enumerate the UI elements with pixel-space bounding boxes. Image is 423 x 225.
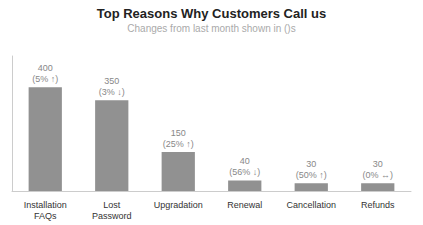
svg-text:Installation: Installation <box>24 200 67 210</box>
svg-text:Cancellation: Cancellation <box>286 200 336 210</box>
svg-text:40: 40 <box>240 156 250 166</box>
svg-text:(3% ↓): (3% ↓) <box>99 87 125 97</box>
svg-text:Password: Password <box>92 211 132 221</box>
svg-text:Lost: Lost <box>103 200 121 210</box>
svg-text:30: 30 <box>373 159 383 169</box>
svg-text:(25% ↑): (25% ↑) <box>163 139 194 149</box>
svg-text:(5% ↑): (5% ↑) <box>32 74 58 84</box>
svg-text:Renewal: Renewal <box>227 200 262 210</box>
svg-text:FAQs: FAQs <box>34 211 57 221</box>
svg-text:Changes from last month shown: Changes from last month shown in ()s <box>127 23 295 34</box>
svg-text:350: 350 <box>104 76 119 86</box>
svg-text:30: 30 <box>306 159 316 169</box>
svg-text:Refunds: Refunds <box>361 200 395 210</box>
svg-text:(56% ↓): (56% ↓) <box>229 167 260 177</box>
svg-text:150: 150 <box>171 128 186 138</box>
svg-text:Upgradation: Upgradation <box>154 200 203 210</box>
svg-text:(50% ↑): (50% ↑) <box>296 170 327 180</box>
svg-text:(0% ↔): (0% ↔) <box>362 170 393 180</box>
svg-text:400: 400 <box>38 63 53 73</box>
svg-text:Top Reasons Why Customers Call: Top Reasons Why Customers Call us <box>97 6 326 21</box>
